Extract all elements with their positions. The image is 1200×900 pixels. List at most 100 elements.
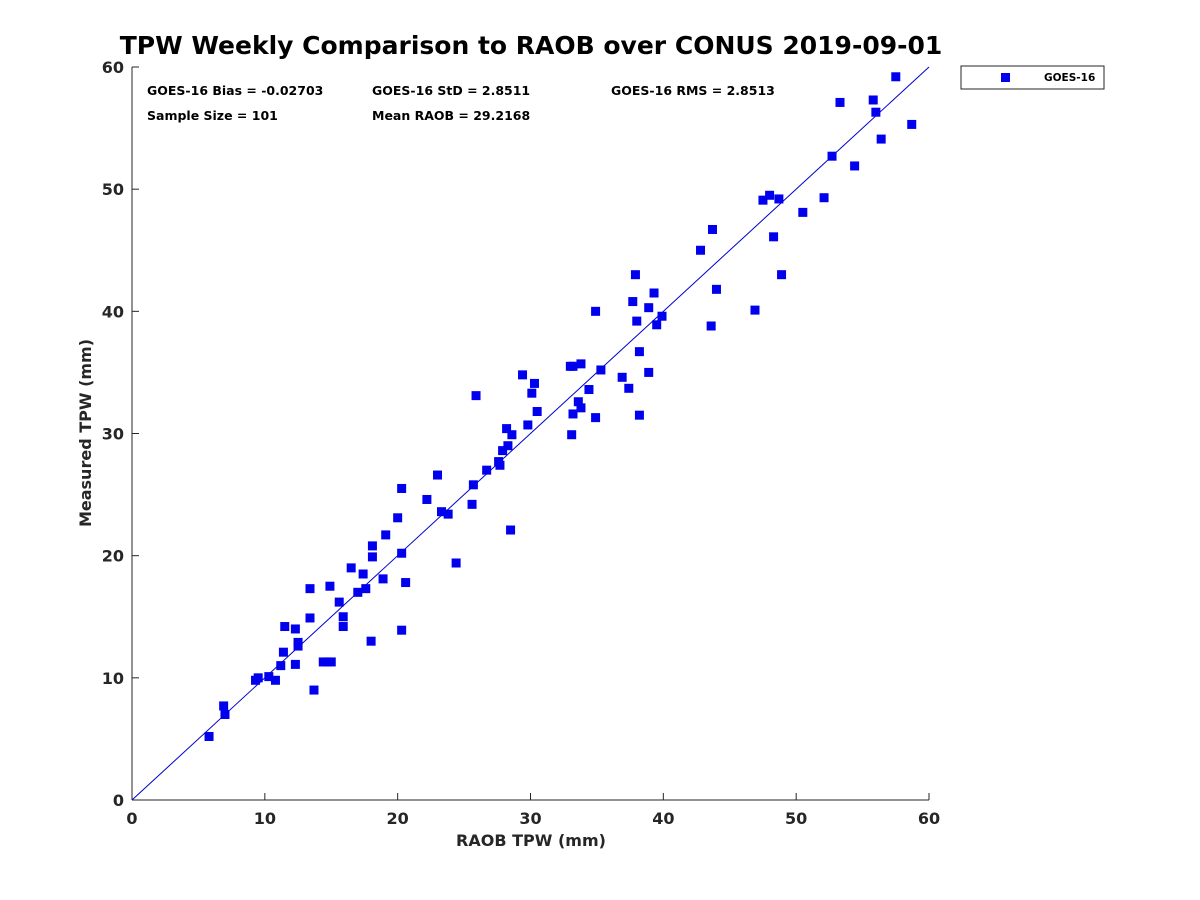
- data-point: [827, 151, 837, 161]
- data-point: [532, 407, 542, 417]
- data-point: [366, 636, 376, 646]
- data-point: [644, 303, 654, 313]
- y-tick-label: 10: [102, 669, 124, 688]
- data-point: [819, 193, 829, 203]
- data-point: [868, 95, 878, 105]
- data-point: [219, 701, 229, 711]
- statistics-annotations: GOES-16 Bias = -0.02703 GOES-16 StD = 2.8…: [147, 83, 775, 123]
- data-point: [777, 270, 787, 280]
- data-point: [774, 194, 784, 204]
- data-point: [367, 541, 377, 551]
- data-point: [576, 359, 586, 369]
- data-point: [468, 480, 478, 490]
- y-axis-ticks: 0 10 20 30 40 50 60: [102, 58, 139, 810]
- data-point: [367, 552, 377, 562]
- data-point: [305, 613, 315, 623]
- y-axis-label: Measured TPW (mm): [76, 339, 95, 527]
- data-point: [451, 558, 461, 568]
- data-point: [891, 72, 901, 82]
- data-point: [706, 321, 716, 331]
- plot-area: 0 10 20 30 40 50 60 0 10 20 30 40 50 60 GOES-16 Bias…: [102, 58, 940, 828]
- data-point: [573, 397, 583, 407]
- data-point: [506, 525, 516, 535]
- data-point: [523, 420, 533, 430]
- data-point: [305, 584, 315, 594]
- data-point: [907, 119, 917, 129]
- data-point: [498, 446, 508, 456]
- data-point: [765, 190, 775, 200]
- data-point: [649, 288, 659, 298]
- data-point: [634, 410, 644, 420]
- data-point: [850, 161, 860, 171]
- data-point: [527, 388, 537, 398]
- y-tick-label: 0: [113, 791, 124, 810]
- data-point: [338, 612, 348, 622]
- data-point: [401, 578, 411, 588]
- data-points: [204, 72, 917, 741]
- data-point: [644, 367, 654, 377]
- data-point: [696, 245, 706, 255]
- data-point: [397, 483, 407, 493]
- data-point: [652, 320, 662, 330]
- data-point: [290, 624, 300, 634]
- data-point: [325, 581, 335, 591]
- stat-annotation: Sample Size = 101: [147, 108, 278, 123]
- data-point: [220, 709, 230, 719]
- y-tick-label: 20: [102, 547, 124, 566]
- data-point: [758, 195, 768, 205]
- x-axis-label: RAOB TPW (mm): [456, 831, 606, 850]
- y-tick-label: 40: [102, 302, 124, 321]
- data-point: [707, 224, 717, 234]
- data-point: [437, 507, 447, 517]
- data-point: [568, 361, 578, 371]
- data-point: [584, 385, 594, 395]
- data-point: [433, 470, 443, 480]
- data-point: [264, 672, 274, 682]
- legend: GOES-16: [960, 65, 1105, 90]
- data-point: [529, 378, 539, 388]
- data-point: [353, 587, 363, 597]
- stat-annotation: GOES-16 StD = 2.8511: [372, 83, 530, 98]
- data-point: [634, 347, 644, 357]
- legend-box: [960, 65, 1105, 90]
- data-point: [632, 316, 642, 326]
- stat-annotation: Mean RAOB = 29.2168: [372, 108, 530, 123]
- data-point: [630, 270, 640, 280]
- data-point: [397, 548, 407, 558]
- data-point: [835, 97, 845, 107]
- data-point: [334, 597, 344, 607]
- y-tick-label: 30: [102, 425, 124, 444]
- x-tick-label: 0: [126, 809, 137, 828]
- data-point: [871, 107, 881, 117]
- data-point: [798, 207, 808, 217]
- data-point: [657, 311, 667, 321]
- data-point: [567, 430, 577, 440]
- one-to-one-reference-line: [131, 66, 930, 801]
- data-point: [381, 530, 391, 540]
- data-point: [293, 641, 303, 651]
- x-tick-label: 60: [918, 809, 940, 828]
- data-point: [467, 499, 477, 509]
- data-point: [397, 625, 407, 635]
- stat-annotation: GOES-16 RMS = 2.8513: [611, 83, 775, 98]
- data-point: [576, 403, 586, 413]
- data-point: [568, 409, 578, 419]
- data-point: [750, 305, 760, 315]
- data-point: [591, 413, 601, 423]
- y-tick-label: 60: [102, 58, 124, 77]
- data-point: [346, 563, 356, 573]
- legend-marker-goes-16: [1001, 73, 1010, 82]
- x-tick-label: 50: [785, 809, 807, 828]
- legend-label-goes-16: GOES-16: [1044, 72, 1095, 84]
- stat-annotation: GOES-16 Bias = -0.02703: [147, 83, 323, 98]
- data-point: [422, 494, 432, 504]
- data-point: [338, 622, 348, 632]
- x-tick-label: 10: [254, 809, 276, 828]
- data-point: [617, 372, 627, 382]
- data-point: [502, 424, 512, 434]
- data-point: [624, 383, 634, 393]
- data-point: [393, 513, 403, 523]
- data-point: [507, 430, 517, 440]
- data-point: [378, 574, 388, 584]
